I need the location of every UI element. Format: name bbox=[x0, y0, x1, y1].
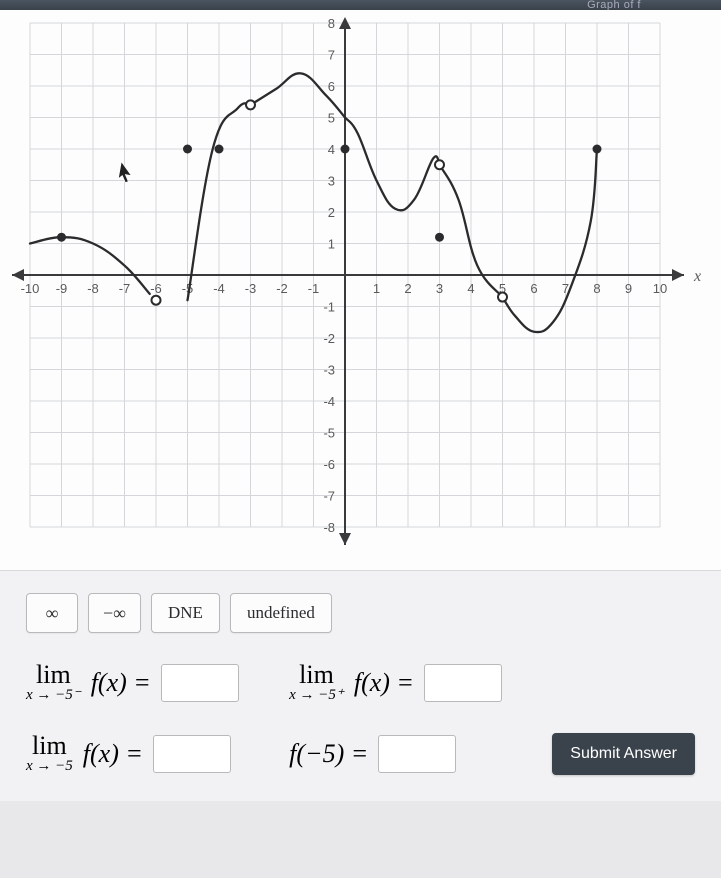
svg-text:-8: -8 bbox=[87, 281, 99, 296]
svg-text:7: 7 bbox=[328, 48, 335, 63]
svg-text:-3: -3 bbox=[323, 363, 335, 378]
lim-left-label: lim x → −5⁻ bbox=[26, 661, 81, 704]
fvalue-expr: f(−5) = bbox=[289, 739, 368, 769]
limits-grid: lim x → −5⁻ f(x) = lim x → −5⁺ f(x) = li… bbox=[26, 661, 695, 775]
svg-text:6: 6 bbox=[530, 281, 537, 296]
option-row: ∞ −∞ DNE undefined bbox=[26, 593, 695, 633]
svg-text:1: 1 bbox=[328, 237, 335, 252]
svg-text:-3: -3 bbox=[245, 281, 257, 296]
answer-box-right[interactable] bbox=[424, 664, 502, 702]
svg-text:6: 6 bbox=[328, 79, 335, 94]
svg-text:x: x bbox=[693, 268, 701, 285]
svg-text:-4: -4 bbox=[213, 281, 225, 296]
lim-two-expr: f(x) = bbox=[83, 739, 143, 769]
answer-panel: ∞ −∞ DNE undefined lim x → −5⁻ f(x) = li… bbox=[0, 570, 721, 801]
svg-text:-9: -9 bbox=[56, 281, 68, 296]
svg-text:-2: -2 bbox=[276, 281, 288, 296]
svg-text:4: 4 bbox=[467, 281, 474, 296]
limit-two-sided: lim x → −5 f(x) = bbox=[26, 732, 269, 775]
svg-text:10: 10 bbox=[653, 281, 667, 296]
answer-box-left[interactable] bbox=[161, 664, 239, 702]
header-text: Graph of f bbox=[587, 0, 641, 10]
graph-region: -10-9-8-7-6-5-4-3-2-112345678910-8-7-6-5… bbox=[0, 10, 721, 570]
svg-text:2: 2 bbox=[328, 205, 335, 220]
option-undefined[interactable]: undefined bbox=[230, 593, 332, 633]
lim-right-expr: f(x) = bbox=[354, 668, 414, 698]
limit-left: lim x → −5⁻ f(x) = bbox=[26, 661, 269, 704]
function-value: f(−5) = bbox=[289, 735, 532, 773]
svg-text:1: 1 bbox=[373, 281, 380, 296]
limit-right: lim x → −5⁺ f(x) = bbox=[289, 661, 532, 704]
lim-two-label: lim x → −5 bbox=[26, 732, 73, 775]
lim-left-expr: f(x) = bbox=[91, 668, 151, 698]
option-dne[interactable]: DNE bbox=[151, 593, 220, 633]
svg-text:-6: -6 bbox=[150, 281, 162, 296]
svg-text:-8: -8 bbox=[323, 520, 335, 535]
svg-text:-2: -2 bbox=[323, 331, 335, 346]
graph-canvas: -10-9-8-7-6-5-4-3-2-112345678910-8-7-6-5… bbox=[0, 10, 721, 570]
svg-text:-4: -4 bbox=[323, 394, 335, 409]
answer-box-value[interactable] bbox=[378, 735, 456, 773]
svg-text:3: 3 bbox=[436, 281, 443, 296]
svg-text:8: 8 bbox=[593, 281, 600, 296]
svg-text:9: 9 bbox=[625, 281, 632, 296]
svg-text:5: 5 bbox=[328, 111, 335, 126]
svg-text:-6: -6 bbox=[323, 457, 335, 472]
option-neg-infinity[interactable]: −∞ bbox=[88, 593, 141, 633]
svg-text:4: 4 bbox=[328, 142, 335, 157]
svg-text:-1: -1 bbox=[323, 300, 335, 315]
answer-box-two[interactable] bbox=[153, 735, 231, 773]
svg-text:-10: -10 bbox=[21, 281, 40, 296]
svg-text:-7: -7 bbox=[119, 281, 131, 296]
svg-text:3: 3 bbox=[328, 174, 335, 189]
svg-text:-5: -5 bbox=[323, 426, 335, 441]
svg-text:2: 2 bbox=[404, 281, 411, 296]
svg-text:-7: -7 bbox=[323, 489, 335, 504]
top-toolbar-fragment: Graph of f bbox=[0, 0, 721, 10]
lim-right-label: lim x → −5⁺ bbox=[289, 661, 344, 704]
option-infinity[interactable]: ∞ bbox=[26, 593, 78, 633]
svg-text:-1: -1 bbox=[308, 281, 320, 296]
submit-button[interactable]: Submit Answer bbox=[552, 733, 695, 775]
svg-text:8: 8 bbox=[328, 16, 335, 31]
